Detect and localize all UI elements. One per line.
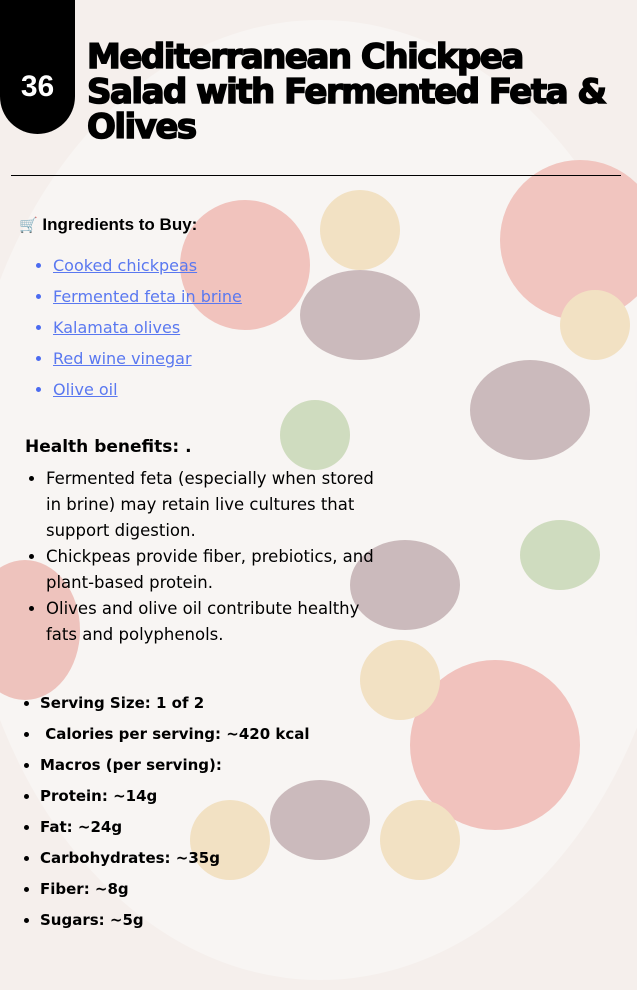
recipe-number-badge: 36 bbox=[0, 0, 75, 134]
ingredient-link[interactable]: Olive oil bbox=[53, 380, 118, 399]
shopping-cart-icon: 🛒 bbox=[19, 217, 38, 234]
ingredient-item: Cooked chickpeas bbox=[53, 250, 242, 281]
ingredient-item: Olive oil bbox=[53, 374, 242, 405]
nutrition-item: Sugars: ~5g bbox=[40, 905, 309, 936]
benefit-item: Fermented feta (especially when stored i… bbox=[46, 466, 386, 544]
ingredients-heading: 🛒 Ingredients to Buy: bbox=[19, 215, 197, 235]
ingredient-item: Fermented feta in brine bbox=[53, 281, 242, 312]
recipe-number: 36 bbox=[20, 70, 55, 103]
benefit-item: Chickpeas provide fiber, prebiotics, and… bbox=[46, 544, 386, 596]
ingredients-heading-text: Ingredients to Buy: bbox=[42, 215, 198, 234]
ingredient-link[interactable]: Cooked chickpeas bbox=[53, 256, 198, 275]
recipe-title: Mediterranean Chickpea Salad with Fermen… bbox=[86, 37, 608, 147]
health-benefits-list: Fermented feta (especially when stored i… bbox=[24, 466, 386, 648]
ingredient-link[interactable]: Kalamata olives bbox=[53, 318, 181, 337]
ingredient-item: Red wine vinegar bbox=[53, 343, 242, 374]
nutrition-item: Serving Size: 1 of 2 bbox=[40, 688, 309, 719]
nutrition-item: Fiber: ~8g bbox=[40, 874, 309, 905]
nutrition-item: Fat: ~24g bbox=[40, 812, 309, 843]
nutrition-list: Serving Size: 1 of 2 Calories per servin… bbox=[20, 688, 309, 936]
ingredient-link[interactable]: Red wine vinegar bbox=[53, 349, 192, 368]
nutrition-item: Macros (per serving): bbox=[40, 750, 309, 781]
ingredient-item: Kalamata olives bbox=[53, 312, 242, 343]
benefit-item: Olives and olive oil contribute healthy … bbox=[46, 596, 386, 648]
health-benefits-heading: Health benefits: . bbox=[25, 437, 192, 457]
nutrition-item: Carbohydrates: ~35g bbox=[40, 843, 309, 874]
nutrition-item: Protein: ~14g bbox=[40, 781, 309, 812]
ingredients-list: Cooked chickpeas Fermented feta in brine… bbox=[30, 250, 242, 405]
nutrition-item: Calories per serving: ~420 kcal bbox=[40, 719, 309, 750]
ingredient-link[interactable]: Fermented feta in brine bbox=[53, 287, 242, 306]
divider bbox=[11, 175, 621, 176]
